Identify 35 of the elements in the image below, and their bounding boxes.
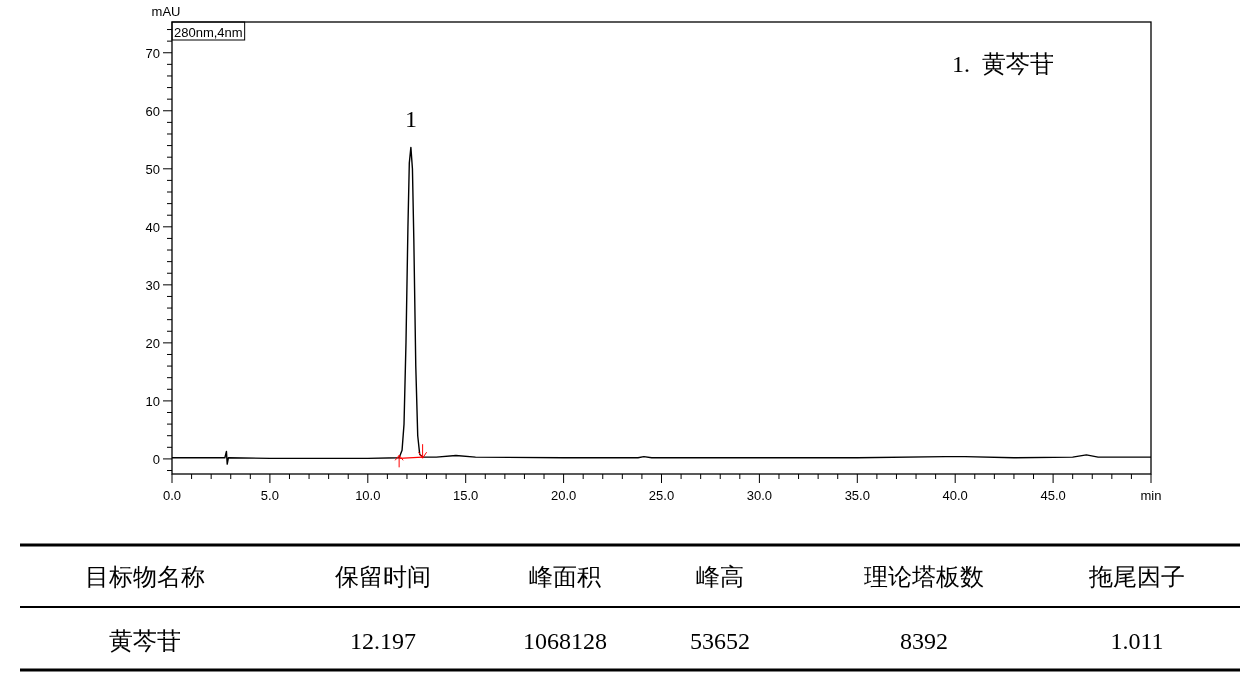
x-tick-label: 40.0 xyxy=(942,488,968,503)
annotation: 280nm,4nm xyxy=(174,25,243,40)
x-tick-label: 20.0 xyxy=(550,488,577,503)
text: 1068128 xyxy=(523,628,607,654)
text: 黄芩苷 xyxy=(109,628,181,654)
text: 理论塔板数 xyxy=(864,563,984,591)
text: 53652 xyxy=(690,628,750,654)
x-tick-label: 0.0 xyxy=(162,488,182,503)
text: 12.197 xyxy=(350,628,416,654)
x-tick-label: min xyxy=(1140,488,1162,503)
x-tick-label: 10.0 xyxy=(355,488,381,503)
y-tick-label: 10 xyxy=(145,393,160,409)
text: 拖尾因子 xyxy=(1088,563,1185,591)
text: 保留时间 xyxy=(335,563,431,591)
y-tick-label: 60 xyxy=(145,103,160,119)
y-tick-label: 0 xyxy=(152,451,160,467)
y-tick-label: 50 xyxy=(145,161,160,177)
x-tick-label: 35.0 xyxy=(844,488,870,503)
x-tick-label: 45.0 xyxy=(1040,488,1066,503)
annotation: 1. 黄芩苷 xyxy=(952,51,1054,77)
x-tick-label: 30.0 xyxy=(746,488,773,503)
y-tick-label: 40 xyxy=(145,219,160,235)
y-axis-title: mAU xyxy=(151,4,181,19)
text: 1.011 xyxy=(1110,628,1164,654)
text: 峰高 xyxy=(696,563,744,591)
y-tick-label: 20 xyxy=(145,335,160,351)
x-tick-label: 25.0 xyxy=(648,488,675,503)
y-tick-label: 70 xyxy=(145,45,160,61)
x-tick-label: 5.0 xyxy=(260,488,279,503)
text: 目标物名称 xyxy=(85,563,205,591)
text: 峰面积 xyxy=(529,563,601,591)
annotation: 1 xyxy=(404,106,417,133)
x-tick-label: 15.0 xyxy=(453,488,479,503)
y-tick-label: 30 xyxy=(145,277,160,293)
text: 8392 xyxy=(900,628,948,654)
